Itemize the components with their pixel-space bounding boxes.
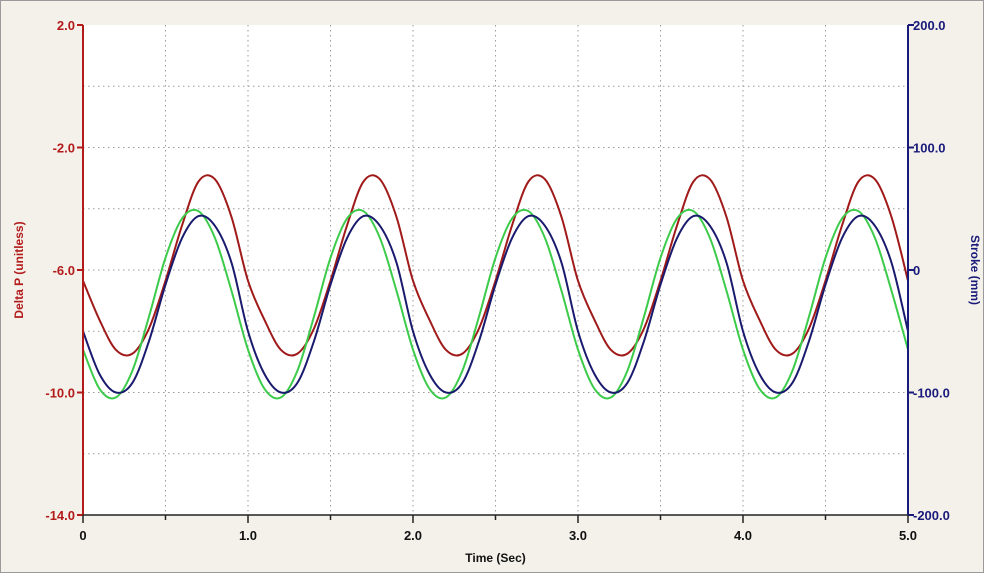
right-axis-tick-label: 100.0 bbox=[913, 141, 946, 156]
left-axis-tick-label: -6.0 bbox=[53, 263, 75, 278]
x-axis-tick-label: 5.0 bbox=[899, 528, 917, 543]
left-axis-title: Delta P (unitless) bbox=[12, 221, 26, 318]
x-axis-tick-label: 3.0 bbox=[569, 528, 587, 543]
left-axis-tick-label: -14.0 bbox=[45, 508, 75, 523]
right-axis-tick-label: -100.0 bbox=[913, 386, 950, 401]
right-axis-tick-label: 200.0 bbox=[913, 18, 946, 33]
x-axis-tick-label: 4.0 bbox=[734, 528, 752, 543]
left-axis-tick-label: 2.0 bbox=[57, 18, 75, 33]
left-axis-tick-label: -10.0 bbox=[45, 386, 75, 401]
left-axis-tick-label: -2.0 bbox=[53, 141, 75, 156]
right-axis-title: Stroke (mm) bbox=[968, 235, 982, 305]
right-axis-tick-label: -200.0 bbox=[913, 508, 950, 523]
x-axis-tick-label: 2.0 bbox=[404, 528, 422, 543]
right-axis-tick-label: 0 bbox=[913, 263, 920, 278]
x-axis-tick-label: 0 bbox=[79, 528, 86, 543]
x-axis-tick-label: 1.0 bbox=[239, 528, 257, 543]
x-axis-title: Time (Sec) bbox=[465, 551, 525, 565]
